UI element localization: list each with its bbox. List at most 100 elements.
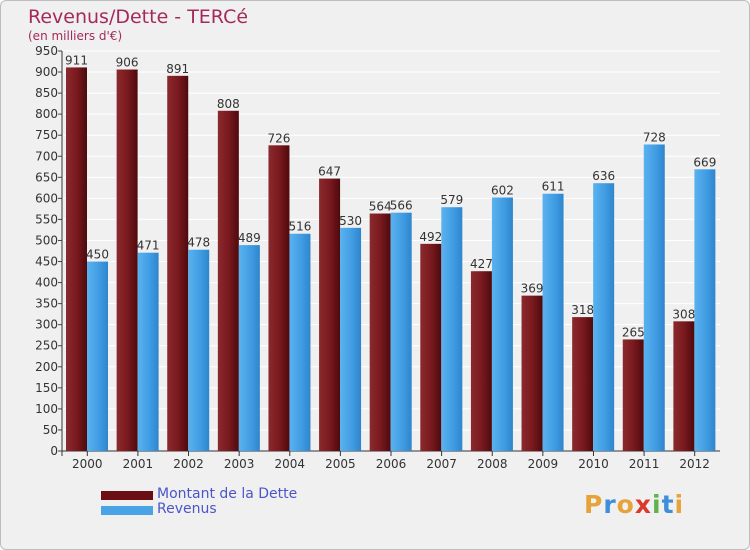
bar-revenus <box>593 183 615 452</box>
bar-dette <box>217 110 239 451</box>
data-label-dette: 427 <box>470 257 493 271</box>
bar-revenus <box>390 212 412 451</box>
bar-revenus <box>643 144 665 451</box>
x-tick-label: 2012 <box>679 457 710 471</box>
x-tick-label: 2008 <box>477 457 508 471</box>
y-tick-label: 350 <box>35 297 58 311</box>
data-label-dette: 492 <box>419 230 442 244</box>
y-tick-label: 250 <box>35 339 58 353</box>
logo-letter: t <box>661 490 675 519</box>
bar-revenus <box>340 227 362 451</box>
bar-dette <box>572 317 594 451</box>
bar-revenus <box>87 261 108 451</box>
data-label-dette: 808 <box>217 97 240 111</box>
y-tick-label: 750 <box>35 128 58 142</box>
bar-dette <box>319 178 341 451</box>
data-label-dette: 891 <box>166 62 189 76</box>
data-label-revenus: 636 <box>592 169 615 183</box>
bar-revenus <box>542 193 564 451</box>
bar-dette <box>369 213 391 451</box>
x-tick-label: 2004 <box>274 457 305 471</box>
y-tick-label: 900 <box>35 65 58 79</box>
y-tick-label: 800 <box>35 107 58 121</box>
y-tick-label: 50 <box>43 423 58 437</box>
y-tick-label: 600 <box>35 191 58 205</box>
y-tick-label: 150 <box>35 381 58 395</box>
logo-letter: o <box>616 490 635 519</box>
y-tick-label: 950 <box>35 44 58 58</box>
legend-label-revenus: Revenus <box>157 501 217 517</box>
y-tick-label: 300 <box>35 318 58 332</box>
logo-letter: i <box>652 490 662 519</box>
x-tick-label: 2002 <box>173 457 204 471</box>
bar-dette <box>66 67 87 451</box>
bar-dette <box>116 69 138 452</box>
x-tick-label: 2006 <box>376 457 407 471</box>
legend-swatch-revenus <box>101 506 153 515</box>
data-label-revenus: 669 <box>693 155 716 169</box>
data-label-dette: 318 <box>571 303 594 317</box>
bar-revenus <box>238 245 260 451</box>
bar-revenus <box>491 197 513 451</box>
data-label-dette: 726 <box>268 131 291 145</box>
y-tick-label: 700 <box>35 149 58 163</box>
bar-dette <box>673 321 695 451</box>
data-label-revenus: 478 <box>187 236 210 250</box>
data-label-revenus: 611 <box>542 180 565 194</box>
bar-dette <box>420 243 442 451</box>
data-label-dette: 564 <box>369 200 392 214</box>
bar-dette <box>268 145 290 451</box>
y-tick-label: 400 <box>35 276 58 290</box>
bar-revenus <box>289 233 311 451</box>
legend-label-dette: Montant de la Dette <box>157 486 298 502</box>
data-label-revenus: 471 <box>137 239 160 253</box>
logo-letter: r <box>603 490 617 519</box>
y-tick-label: 650 <box>35 170 58 184</box>
proxiti-logo: Proxiti <box>584 490 684 519</box>
data-label-dette: 369 <box>521 282 544 296</box>
data-label-dette: 911 <box>65 53 88 67</box>
bar-revenus <box>188 249 210 451</box>
bar-dette <box>470 271 492 451</box>
y-tick-label: 450 <box>35 255 58 269</box>
y-tick-label: 100 <box>35 402 58 416</box>
bar-dette <box>167 75 189 451</box>
logo-letter: P <box>584 490 604 519</box>
data-label-revenus: 516 <box>289 220 312 234</box>
data-label-revenus: 728 <box>643 130 666 144</box>
x-tick-label: 2010 <box>578 457 609 471</box>
y-tick-label: 500 <box>35 233 58 247</box>
data-label-revenus: 489 <box>238 231 261 245</box>
data-label-revenus: 450 <box>86 248 109 262</box>
data-label-revenus: 602 <box>491 184 514 198</box>
legend-swatch-dette <box>101 491 153 500</box>
data-label-dette: 308 <box>672 307 695 321</box>
x-tick-label: 2000 <box>72 457 103 471</box>
data-label-dette: 265 <box>622 325 645 339</box>
x-tick-label: 2007 <box>426 457 457 471</box>
x-tick-label: 2001 <box>123 457 154 471</box>
data-label-revenus: 566 <box>390 199 413 213</box>
x-tick-label: 2005 <box>325 457 356 471</box>
bar-revenus <box>694 169 716 451</box>
bar-dette <box>622 339 644 451</box>
data-label-dette: 647 <box>318 165 341 179</box>
data-label-revenus: 530 <box>339 214 362 228</box>
y-tick-label: 850 <box>35 86 58 100</box>
bar-revenus <box>137 252 159 451</box>
chart-title: Revenus/Dette - TERCé <box>28 6 249 28</box>
data-label-dette: 906 <box>116 56 139 70</box>
logo-letter: x <box>634 490 652 519</box>
bar-dette <box>521 295 543 451</box>
x-tick-label: 2003 <box>224 457 255 471</box>
y-tick-label: 200 <box>35 360 58 374</box>
x-tick-label: 2011 <box>629 457 660 471</box>
bar-revenus <box>441 207 463 451</box>
y-tick-label: 550 <box>35 212 58 226</box>
data-label-revenus: 579 <box>440 193 463 207</box>
chart-subtitle: (en milliers d'€) <box>28 29 123 43</box>
logo-letter: i <box>674 490 685 519</box>
x-tick-label: 2009 <box>528 457 559 471</box>
